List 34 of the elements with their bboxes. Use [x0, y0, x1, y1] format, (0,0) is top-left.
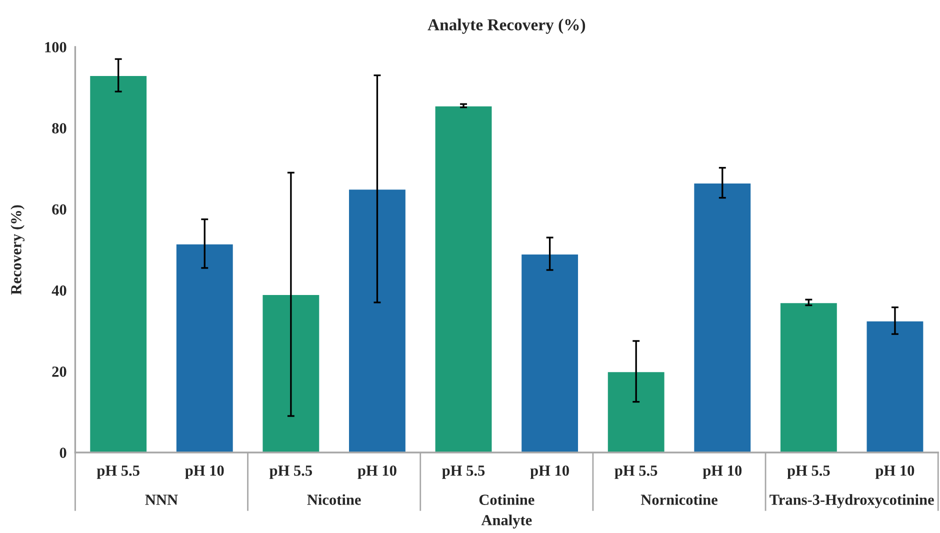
bar [779, 302, 838, 453]
x-tick-label: Cotinine [479, 494, 534, 505]
text: pH 5.5 [269, 466, 312, 479]
x-axis-title: Analyte [481, 514, 532, 528]
bar [606, 370, 666, 453]
text: pH 10 [358, 465, 396, 479]
x-tick-label: Trans-3-Hydroxycotinine [770, 494, 934, 508]
y-axis-title: Recovery (%) [10, 205, 25, 295]
y-tick-label: 0 [60, 448, 66, 458]
x-tick-label: NNN [145, 494, 178, 505]
text: pH 5.5 [614, 466, 658, 479]
y-tick-label: 40 [52, 285, 66, 296]
bar [175, 242, 234, 453]
text: pH 10 [530, 465, 569, 479]
y-tick-label: 100 [45, 42, 66, 52]
bar [88, 74, 148, 453]
text: pH 10 [702, 465, 742, 479]
bar [865, 320, 925, 453]
y-tick-label: 80 [52, 123, 66, 134]
bar [261, 294, 321, 453]
text: pH 5.5 [787, 466, 830, 479]
bar [520, 253, 580, 453]
series-label: pH 10 [185, 465, 224, 479]
bar [434, 105, 494, 453]
x-tick-label: Nicotine [307, 494, 361, 505]
y-tick-label: 60 [52, 204, 66, 215]
series-label: pH 5.5 [96, 466, 140, 479]
y-tick-label: 20 [52, 366, 66, 377]
x-tick-label: Nornicotine [640, 494, 718, 505]
bar [348, 188, 407, 453]
bar [692, 182, 752, 453]
text: pH 5.5 [442, 466, 485, 479]
text: pH 10 [875, 465, 914, 479]
chart-title: Analyte Recovery (%) [428, 18, 586, 34]
